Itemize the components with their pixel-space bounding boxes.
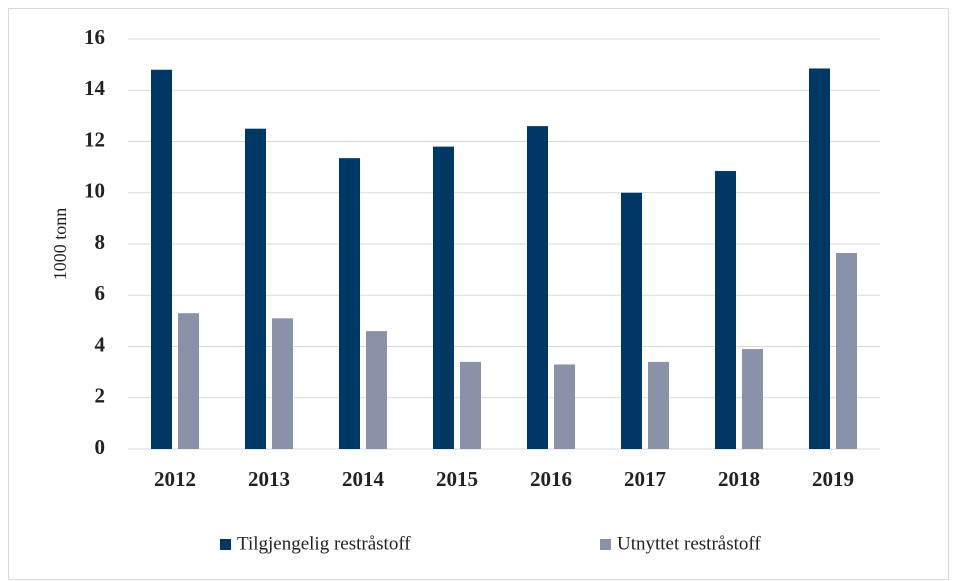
bar <box>715 170 736 449</box>
x-tick-label: 2013 <box>248 467 290 491</box>
bar <box>648 361 669 449</box>
bar <box>460 361 481 449</box>
legend-label: Utnyttet restråstoff <box>617 533 761 554</box>
x-tick-label: 2015 <box>436 467 478 491</box>
bar <box>339 158 360 449</box>
y-tick-label: 0 <box>95 435 106 459</box>
x-tick-label: 2017 <box>624 467 666 491</box>
bar <box>366 331 387 449</box>
bar <box>621 192 642 449</box>
x-tick-label: 2016 <box>530 467 572 491</box>
y-tick-label: 2 <box>95 384 106 408</box>
bar <box>272 318 293 449</box>
bar <box>151 69 172 449</box>
bar <box>809 68 830 449</box>
bar <box>742 349 763 449</box>
bar <box>178 313 199 449</box>
legend-swatch <box>600 539 611 550</box>
x-tick-label: 2012 <box>154 467 196 491</box>
x-tick-label: 2018 <box>718 467 760 491</box>
y-tick-label: 12 <box>84 127 105 151</box>
y-tick-label: 14 <box>84 76 106 100</box>
legend-swatch <box>220 539 231 550</box>
y-tick-label: 8 <box>95 230 106 254</box>
bar <box>554 364 575 449</box>
y-tick-label: 10 <box>84 179 105 203</box>
bar <box>527 126 548 449</box>
legend-label: Tilgjengelig restråstoff <box>237 533 411 554</box>
y-axis-label: 1000 tonn <box>50 208 70 281</box>
x-tick-label: 2014 <box>342 467 385 491</box>
chart-border <box>8 8 949 580</box>
bar <box>836 252 857 449</box>
x-tick-label: 2019 <box>812 467 854 491</box>
y-tick-label: 16 <box>84 25 105 49</box>
bar <box>245 128 266 449</box>
y-tick-label: 4 <box>95 332 106 356</box>
bar <box>433 146 454 449</box>
y-tick-label: 6 <box>95 281 106 305</box>
